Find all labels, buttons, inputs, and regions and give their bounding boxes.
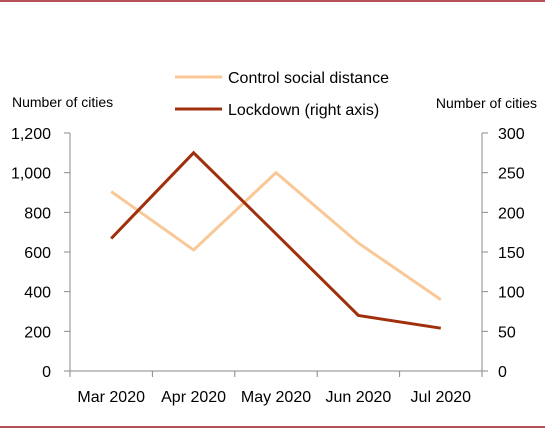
right-tick-label: 300 <box>498 126 525 143</box>
legend-label-lockdown: Lockdown (right axis) <box>228 102 379 119</box>
right-tick-label: 100 <box>498 285 525 302</box>
left-axis-ticks: 0 200 400 600 800 1,000 1,200 <box>11 126 70 381</box>
x-tick-label: Mar 2020 <box>77 389 145 406</box>
x-tick-label: May 2020 <box>241 389 311 406</box>
right-axis-ticks: 0 50 100 150 200 250 300 <box>482 126 525 381</box>
series-line-control-social-distance <box>110 170 442 301</box>
left-tick-label: 400 <box>24 285 51 302</box>
x-axis-ticks: Mar 2020 Apr 2020 May 2020 Jun 2020 Jul 2020 <box>69 371 483 406</box>
series-line-lockdown <box>110 150 442 330</box>
right-tick-label: 0 <box>498 364 507 381</box>
left-tick-label: 1,000 <box>11 166 51 183</box>
x-tick-label: Jun 2020 <box>325 389 391 406</box>
series-lines <box>110 150 442 330</box>
left-tick-label: 600 <box>24 245 51 262</box>
legend: Control social distance Lockdown (right … <box>175 70 389 119</box>
right-axis-label: Number of cities <box>436 95 537 111</box>
right-tick-label: 200 <box>498 205 525 222</box>
left-tick-label: 200 <box>24 324 51 341</box>
x-tick-label: Jul 2020 <box>411 389 472 406</box>
left-tick-label: 800 <box>24 205 51 222</box>
right-tick-label: 150 <box>498 245 525 262</box>
left-tick-label: 1,200 <box>11 126 51 143</box>
x-tick-label: Apr 2020 <box>161 389 226 406</box>
left-tick-label: 0 <box>42 364 51 381</box>
left-axis-label: Number of cities <box>12 94 113 110</box>
right-tick-label: 250 <box>498 166 525 183</box>
right-tick-label: 50 <box>498 324 516 341</box>
legend-label-control: Control social distance <box>228 70 389 87</box>
